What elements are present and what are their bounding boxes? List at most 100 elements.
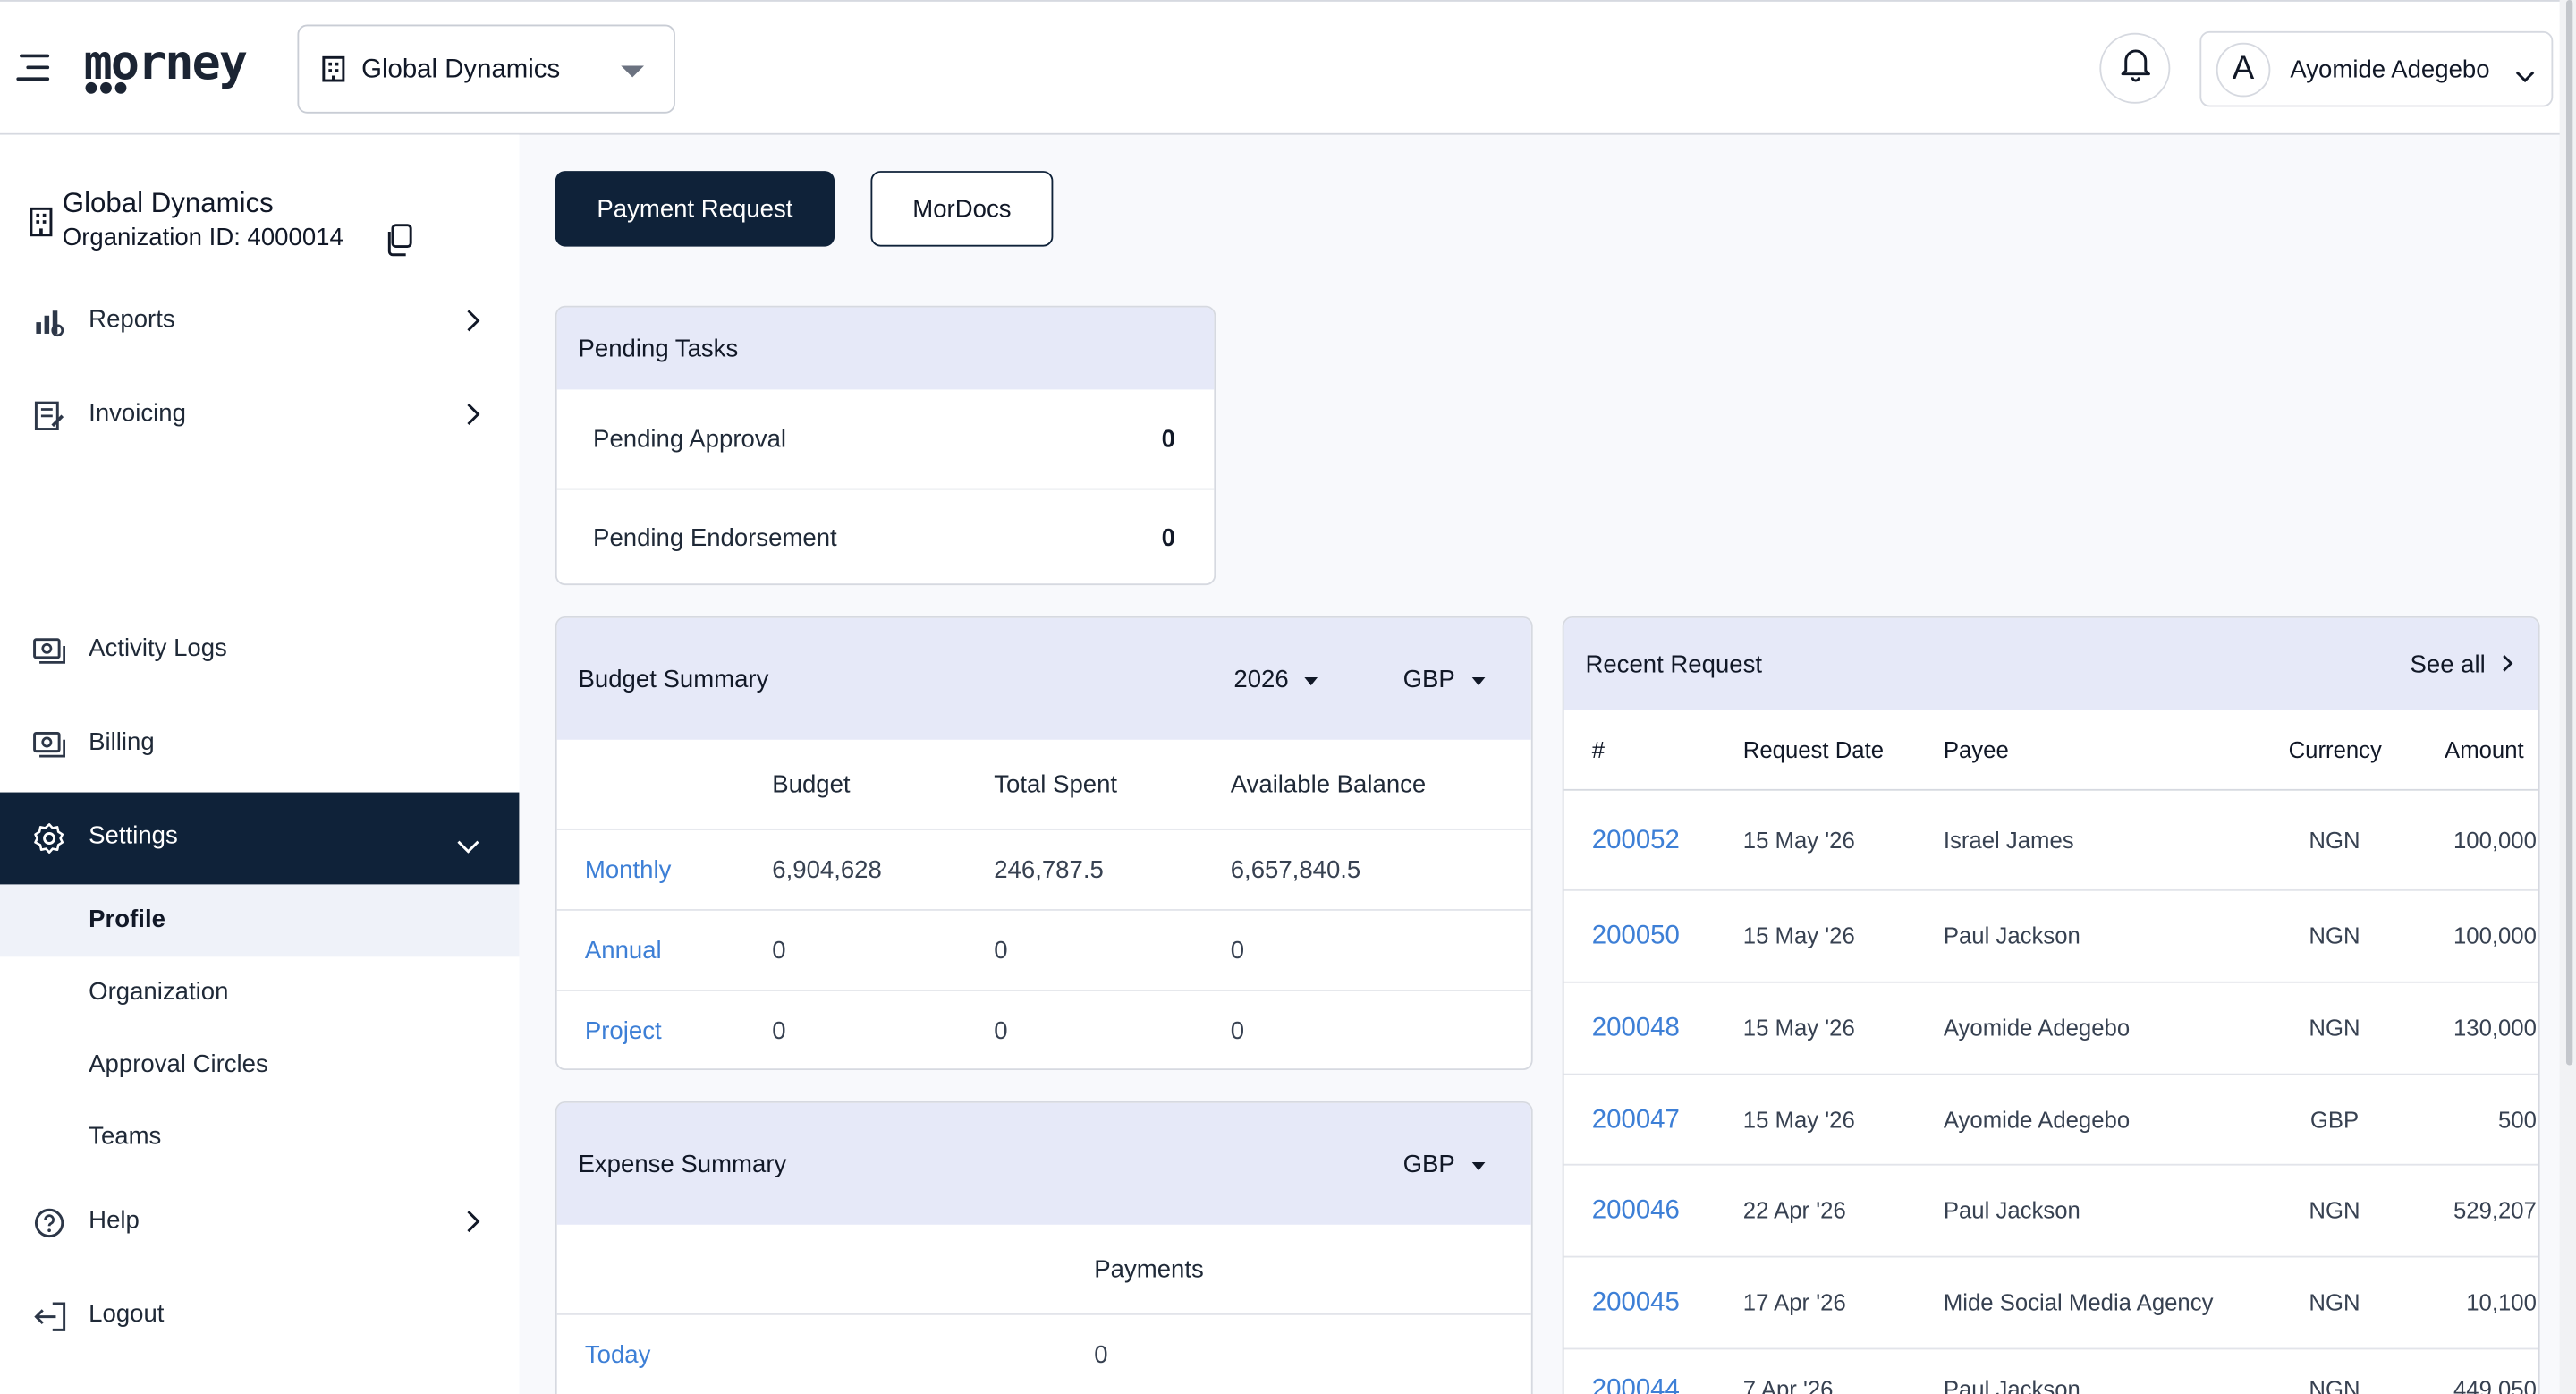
sidebar-item-label: Invoicing (89, 399, 186, 428)
currency-dropdown[interactable]: GBP (1403, 1151, 1485, 1178)
card-title: Recent Request (1585, 650, 1763, 679)
chevron-right-icon (467, 403, 480, 434)
caret-down-icon (1471, 1161, 1485, 1170)
request-amount: 100,000 (2453, 827, 2537, 854)
request-payee: Ayomide Adegebo (1943, 1014, 2131, 1041)
request-currency: NGN (2309, 1014, 2360, 1041)
request-date: 7 Apr '26 (1742, 1375, 1834, 1394)
request-currency: GBP (2309, 1106, 2360, 1133)
pending-endorsement-count: 0 (1161, 524, 1175, 553)
sidebar: Global Dynamics Organization ID: 4000014… (0, 134, 520, 1394)
bell-icon (2118, 46, 2151, 90)
sub-item-label: Organization (89, 978, 229, 1007)
request-id-link[interactable]: 200050 (1591, 922, 1680, 950)
settings-sub-approval-circles[interactable]: Approval Circles (0, 1029, 519, 1101)
hamburger-menu-icon[interactable] (16, 54, 52, 84)
sidebar-item-label: Settings (89, 821, 178, 850)
balance-value: 0 (1230, 1017, 1245, 1046)
column-header: Amount (2445, 736, 2524, 763)
request-date: 15 May '26 (1742, 922, 1855, 949)
pending-endorsement-label: Pending Endorsement (593, 524, 837, 553)
organization-id: Organization ID: 4000014 (62, 223, 343, 252)
year-value: 2026 (1233, 666, 1289, 694)
see-all-link[interactable]: See all (2410, 651, 2513, 679)
budget-row-link[interactable]: Monthly (584, 856, 672, 885)
divider (556, 990, 1531, 991)
sidebar-item-help[interactable]: Help (0, 1177, 519, 1269)
activity-icon (33, 634, 66, 667)
sidebar-item-activity-logs[interactable]: Activity Logs (0, 605, 519, 697)
year-dropdown[interactable]: 2026 (1233, 666, 1318, 693)
sidebar-item-reports[interactable]: Reports (0, 276, 519, 369)
recent-request-card: Recent Request See all # Request Date Pa… (1562, 616, 2540, 1394)
request-id-link[interactable]: 200044 (1591, 1375, 1680, 1394)
app-logo[interactable]: morney (83, 34, 248, 91)
request-payee: Paul Jackson (1943, 1196, 2080, 1223)
settings-sub-teams[interactable]: Teams (0, 1101, 519, 1174)
divider (1563, 788, 2538, 791)
balance-value: 0 (1230, 937, 1245, 965)
payment-request-button[interactable]: Payment Request (555, 171, 835, 247)
column-header: Available Balance (1230, 770, 1427, 799)
settings-sub-profile[interactable]: Profile (0, 884, 520, 957)
currency-dropdown[interactable]: GBP (1403, 666, 1485, 693)
caret-down-icon (1305, 676, 1318, 685)
sidebar-item-billing[interactable]: Billing (0, 699, 519, 791)
request-id-link[interactable]: 200052 (1591, 827, 1680, 855)
request-id-link[interactable]: 200045 (1591, 1288, 1680, 1317)
sidebar-item-invoicing[interactable]: Invoicing (0, 370, 519, 462)
budget-row-link[interactable]: Annual (584, 937, 662, 965)
card-title: Pending Tasks (578, 335, 739, 364)
spent-value: 0 (994, 937, 1008, 965)
request-amount: 130,000 (2453, 1014, 2537, 1041)
spent-value: 246,787.5 (994, 856, 1104, 885)
sidebar-item-settings[interactable]: Settings (0, 792, 520, 885)
billing-icon (33, 728, 66, 761)
request-payee: Israel James (1943, 827, 2074, 854)
expense-row-link[interactable]: Today (584, 1341, 651, 1370)
building-icon (322, 55, 345, 90)
sidebar-item-label: Reports (89, 305, 175, 334)
column-header: Request Date (1742, 736, 1885, 763)
sidebar-item-logout[interactable]: Logout (0, 1271, 519, 1363)
card-header: Budget Summary 2026 GBP (556, 617, 1531, 740)
divider (1563, 1163, 2538, 1166)
settings-sub-organization[interactable]: Organization (0, 956, 519, 1029)
chevron-down-icon (457, 832, 480, 862)
request-id-link[interactable]: 200047 (1591, 1106, 1680, 1135)
request-amount: 529,207 (2453, 1196, 2537, 1223)
organization-selector[interactable]: Global Dynamics (297, 24, 675, 114)
request-id-link[interactable]: 200048 (1591, 1014, 1680, 1042)
request-currency: NGN (2309, 922, 2360, 949)
organization-name: Global Dynamics (62, 187, 274, 219)
column-header: Payments (1094, 1255, 1204, 1284)
request-id-link[interactable]: 200046 (1591, 1196, 1680, 1225)
mordocs-button[interactable]: MorDocs (870, 171, 1054, 247)
payments-value: 0 (1094, 1341, 1108, 1370)
sub-item-label: Approval Circles (89, 1050, 268, 1079)
column-header: Total Spent (994, 770, 1118, 799)
request-payee: Paul Jackson (1943, 922, 2080, 949)
chevron-right-icon (2503, 655, 2513, 672)
notifications-button[interactable] (2099, 32, 2171, 104)
see-all-label: See all (2410, 650, 2486, 679)
user-menu-button[interactable]: A Ayomide Adegebo (2199, 30, 2554, 107)
request-amount: 449,050 (2453, 1375, 2537, 1394)
budget-value: 0 (772, 1017, 786, 1046)
expense-summary-card: Expense Summary GBP Payments Today 0 (555, 1101, 1533, 1394)
request-payee: Mide Social Media Agency (1943, 1288, 2214, 1315)
chevron-right-icon (467, 1210, 480, 1241)
gear-icon (33, 822, 66, 855)
invoice-icon (33, 399, 66, 432)
request-currency: NGN (2309, 1288, 2360, 1315)
budget-row-link[interactable]: Project (584, 1017, 662, 1046)
request-amount: 100,000 (2453, 922, 2537, 949)
chart-icon (33, 306, 66, 339)
caret-down-icon (1471, 676, 1485, 685)
copy-icon[interactable] (385, 224, 414, 265)
request-currency: NGN (2309, 1196, 2360, 1223)
request-payee: Ayomide Adegebo (1943, 1106, 2131, 1133)
request-date: 15 May '26 (1742, 827, 1855, 854)
column-header: Currency (2288, 736, 2382, 763)
scrollbar-thumb[interactable] (2565, 0, 2573, 1066)
